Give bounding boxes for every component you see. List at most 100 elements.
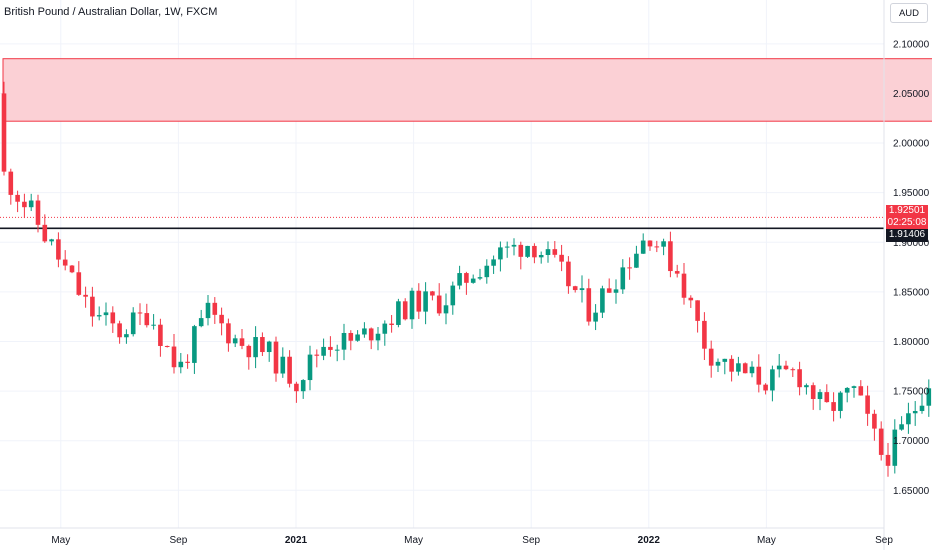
candle-body — [525, 245, 530, 257]
candle-body — [355, 334, 360, 341]
candle-body — [375, 333, 381, 341]
level-price-tag: 1.91406 — [886, 229, 928, 242]
candle-body — [756, 366, 762, 385]
candle-body — [545, 249, 551, 256]
candle-body — [702, 320, 707, 349]
candle-body — [688, 297, 694, 301]
candle-body — [729, 358, 734, 372]
candle-body — [328, 346, 333, 350]
candle-body — [198, 318, 204, 327]
candle-body — [42, 224, 48, 242]
price-tick-label: 1.70000 — [893, 436, 930, 447]
candle-body — [817, 392, 823, 400]
candle-body — [178, 361, 184, 368]
price-tick-label: 1.80000 — [893, 337, 930, 348]
time-axis[interactable]: MaySep2021MaySep2022MaySep2023MaySep2024… — [51, 535, 932, 546]
candle-body — [348, 332, 354, 341]
candle-body — [518, 244, 524, 257]
candle-body — [661, 241, 666, 247]
candle-body — [804, 385, 809, 388]
candle-body — [226, 323, 231, 344]
candle-body — [253, 337, 258, 358]
candle-body — [654, 246, 660, 248]
candle-body — [681, 273, 687, 298]
candle-body — [90, 296, 95, 317]
candle-body — [770, 369, 775, 391]
candle-body — [219, 314, 224, 324]
candle-body — [287, 356, 292, 384]
candle-body — [532, 245, 537, 258]
price-levels — [0, 216, 884, 230]
price-tick-label: 1.90000 — [893, 238, 930, 249]
candle-body — [158, 324, 163, 346]
candle-body — [763, 384, 768, 391]
currency-selector[interactable]: AUD — [890, 3, 928, 23]
candle-body — [450, 285, 456, 306]
candle-body — [402, 301, 408, 320]
candle-body — [715, 361, 721, 366]
current-price-value: 1.92501 — [888, 205, 926, 216]
candle-body — [192, 326, 197, 363]
price-tick-label: 2.00000 — [893, 139, 930, 150]
candle-body — [389, 323, 394, 325]
candle-body — [22, 201, 27, 208]
price-tick-label: 1.65000 — [893, 486, 930, 497]
candle-body — [266, 341, 272, 353]
candle-body — [260, 337, 265, 353]
candle-body — [858, 386, 864, 396]
candle-body — [430, 291, 435, 296]
time-tick-label: Sep — [522, 535, 540, 546]
price-axis[interactable]: 2.10000 2.05000 2.00000 1.95000 1.90000 1.850… — [893, 39, 930, 496]
candle-body — [538, 255, 544, 258]
candle-body — [634, 253, 639, 268]
candle-body — [69, 265, 75, 273]
candle-body — [137, 312, 143, 314]
candle-body — [164, 345, 170, 347]
candle-body — [382, 323, 388, 334]
time-tick-label: May — [757, 535, 776, 546]
candle-body — [151, 324, 156, 326]
candle-body — [851, 386, 857, 388]
candle-body — [776, 365, 782, 370]
candle-body — [504, 246, 510, 248]
candle-body — [76, 272, 82, 295]
candle-body — [824, 392, 830, 403]
price-tick-label: 1.75000 — [893, 387, 930, 398]
candle-body — [491, 259, 496, 266]
candle-body — [559, 254, 564, 262]
candle-body — [878, 428, 884, 455]
symbol-title[interactable]: British Pound / Australian Dollar, 1W, F… — [4, 6, 218, 18]
candle-body — [477, 277, 483, 279]
candle-body — [464, 273, 469, 283]
candle-body — [28, 200, 34, 208]
candle-body — [212, 302, 218, 315]
time-tick-label: Sep — [875, 535, 893, 546]
candle-body — [470, 278, 476, 283]
candle-body — [783, 365, 789, 370]
candle-body — [899, 424, 904, 430]
candle-body — [892, 429, 898, 466]
candle-body — [130, 312, 136, 335]
candle-body — [205, 302, 211, 319]
candle-body — [797, 369, 802, 388]
price-tick-label: 2.10000 — [893, 39, 930, 50]
time-tick-label: 2022 — [638, 535, 661, 546]
candle-body — [273, 341, 279, 374]
candle-body — [572, 286, 578, 291]
candle-body — [579, 288, 585, 291]
candle-body — [1, 93, 7, 172]
candle-body — [49, 239, 54, 242]
candle-body — [790, 369, 796, 371]
candlesticks — [1, 81, 932, 477]
candle-body — [280, 356, 286, 374]
candle-body — [736, 363, 741, 372]
candle-body — [600, 288, 605, 313]
candle-body — [627, 267, 632, 269]
candle-body — [307, 354, 313, 381]
candle-body — [416, 290, 422, 312]
candle-body — [919, 405, 925, 412]
candle-body — [566, 261, 571, 287]
time-tick-label: Sep — [170, 535, 188, 546]
